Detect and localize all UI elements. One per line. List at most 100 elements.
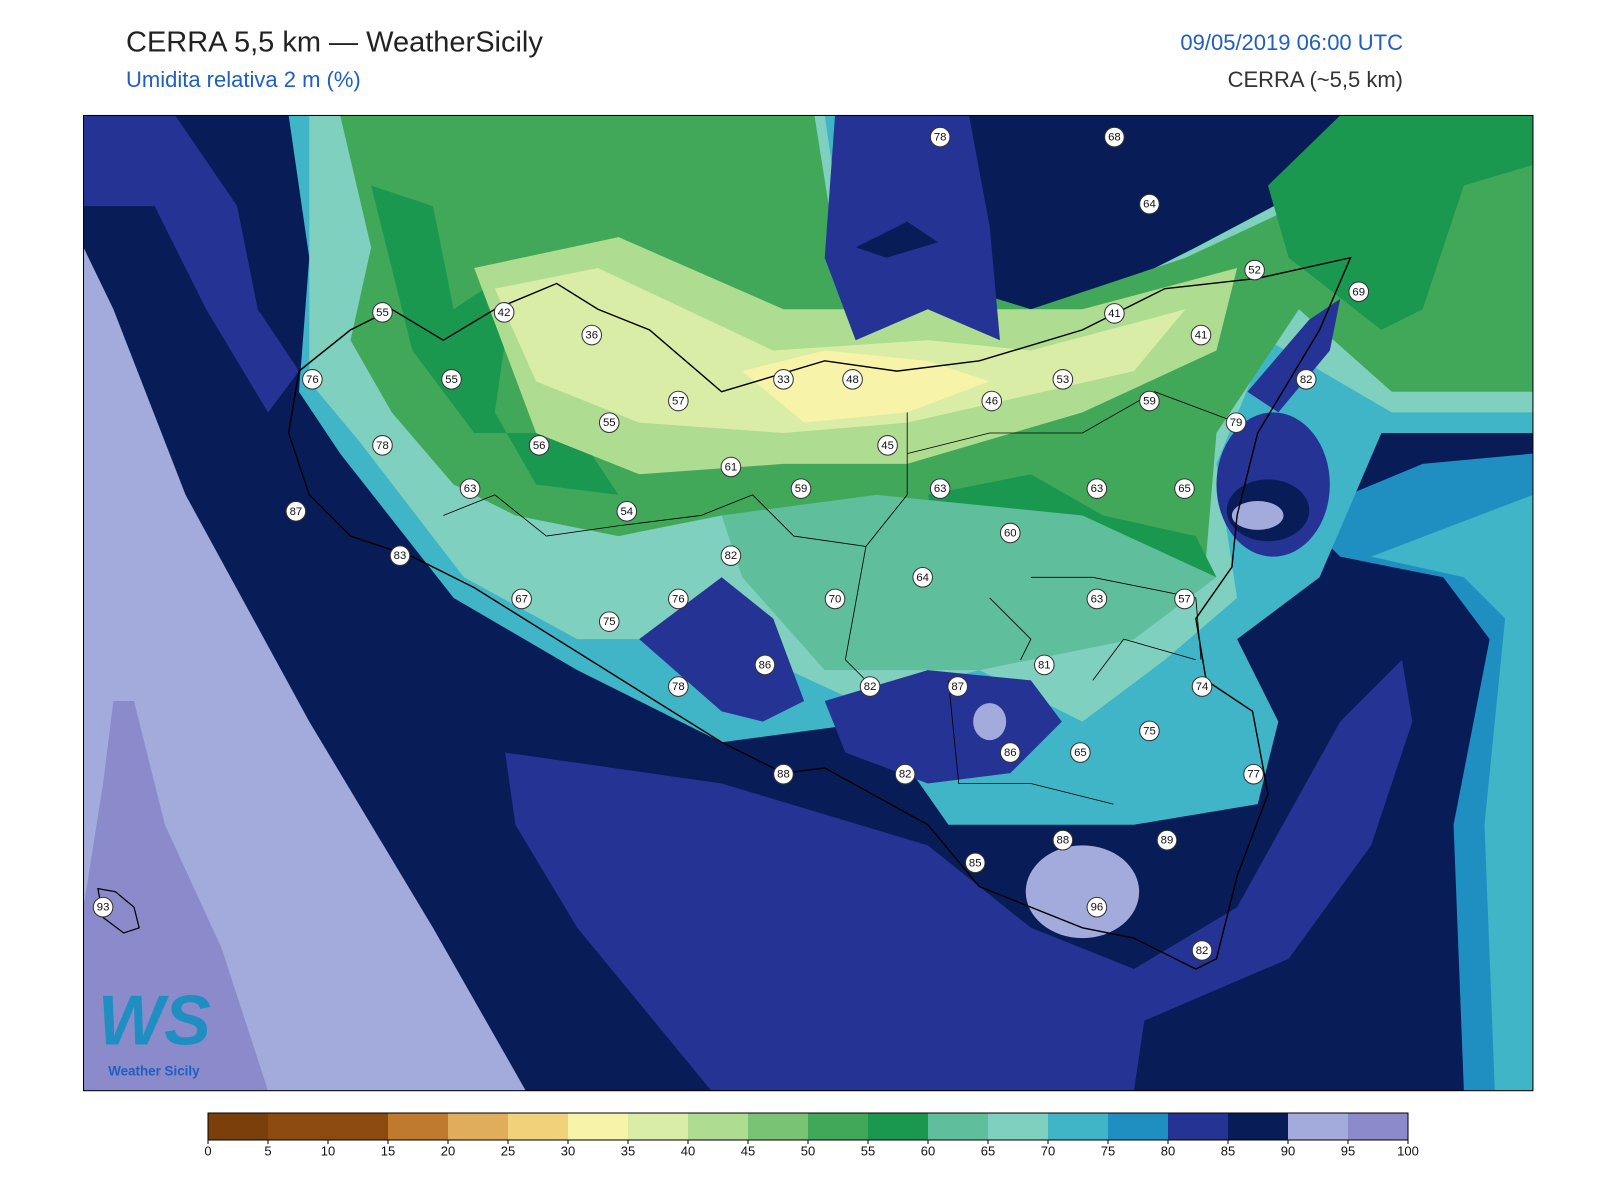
station-marker <box>754 654 776 676</box>
station-marker <box>493 302 515 323</box>
colorbar-segment <box>868 1113 928 1140</box>
station-marker <box>1174 588 1195 610</box>
station-marker <box>616 501 638 522</box>
station-value: 82 <box>1300 374 1313 386</box>
station: 60 <box>999 522 1021 544</box>
station-value: 82 <box>725 550 738 562</box>
station-value: 70 <box>829 593 842 605</box>
station-marker <box>668 588 689 610</box>
station: 45 <box>877 435 898 456</box>
station-value: 55 <box>376 307 389 319</box>
colorbar-segment <box>628 1113 688 1140</box>
station-value: 60 <box>1004 527 1017 539</box>
station-marker <box>668 390 689 412</box>
station-value: 69 <box>1352 286 1365 298</box>
map-frame <box>82 114 1534 1092</box>
station: 33 <box>773 369 794 390</box>
station: 76 <box>302 369 323 390</box>
colorbar-tick-label: 20 <box>441 1143 455 1158</box>
station-marker <box>859 676 881 697</box>
colorbar-segment <box>448 1113 508 1140</box>
station-value: 78 <box>376 440 389 452</box>
station-value: 57 <box>672 396 685 408</box>
station: 78 <box>668 676 689 697</box>
station-marker <box>92 896 114 918</box>
station-marker <box>1052 829 1074 851</box>
station-value: 88 <box>1057 835 1070 847</box>
station: 68 <box>1104 126 1125 148</box>
colorbar-tick-label: 80 <box>1161 1143 1175 1158</box>
colorbar-tick-label: 40 <box>681 1143 695 1158</box>
station-value: 86 <box>759 659 772 671</box>
station: 55 <box>372 302 393 323</box>
colorbar-segment <box>1168 1113 1228 1140</box>
colorbar-tick-label: 15 <box>381 1143 395 1158</box>
station-value: 86 <box>1004 747 1017 759</box>
station: 57 <box>668 390 689 412</box>
station-value: 76 <box>306 374 319 386</box>
station: 82 <box>1295 369 1317 390</box>
province-borders <box>443 391 1238 805</box>
station-marker <box>1070 742 1091 763</box>
station-value: 85 <box>969 857 982 869</box>
station-marker <box>598 611 620 632</box>
station: 82 <box>720 545 742 566</box>
colorbar-segment <box>388 1113 448 1140</box>
station: 53 <box>1052 369 1074 390</box>
station-marker <box>824 588 846 610</box>
colorbar-tick-label: 60 <box>921 1143 935 1158</box>
station: 82 <box>1191 940 1213 961</box>
station-marker <box>842 369 863 390</box>
station-marker <box>1086 896 1108 918</box>
station-marker <box>999 742 1021 763</box>
station-value: 77 <box>1247 769 1260 781</box>
station-value: 41 <box>1108 308 1121 320</box>
colorbar-tick-label: 25 <box>501 1143 515 1158</box>
station-marker <box>894 763 916 785</box>
colorbar-tick-label: 70 <box>1041 1143 1055 1158</box>
station-value: 63 <box>1091 593 1104 605</box>
model-label: CERRA (~5,5 km) <box>1228 67 1403 92</box>
station-value: 87 <box>951 681 964 693</box>
station: 56 <box>528 435 550 456</box>
station-marker <box>1191 676 1213 697</box>
station: 83 <box>389 545 411 566</box>
station: 54 <box>616 501 638 522</box>
station-marker <box>720 456 742 478</box>
station: 55 <box>598 412 620 433</box>
station-value: 67 <box>515 593 528 605</box>
colorbar-segment <box>1108 1113 1168 1140</box>
station-value: 83 <box>394 550 407 562</box>
colorbar: 0 5 10 15 20 25 30 35 40 45 50 55 60 65 70 75 80 85 90 95 10… <box>204 1112 1419 1158</box>
station-marker <box>929 478 951 499</box>
colorbar-segment <box>508 1113 568 1140</box>
colorbar-tick-label: 45 <box>741 1143 755 1158</box>
station: 87 <box>947 676 969 697</box>
station: 75 <box>598 611 620 632</box>
station-value: 64 <box>1143 199 1156 211</box>
station: 42 <box>493 302 515 323</box>
station-value: 53 <box>1057 374 1070 386</box>
station-marker <box>964 852 986 874</box>
station: 59 <box>1139 390 1160 412</box>
station-value: 88 <box>777 769 790 781</box>
station-value: 76 <box>672 593 685 605</box>
station-value: 68 <box>1108 132 1121 144</box>
station: 36 <box>581 324 603 346</box>
colorbar-segment <box>328 1113 388 1140</box>
title: CERRA 5,5 km — WeatherSicily <box>126 27 543 59</box>
station-value: 42 <box>498 307 511 319</box>
station: 89 <box>1156 829 1178 851</box>
station-marker <box>1191 940 1213 961</box>
logo-name: Weather Sicily <box>108 1064 200 1079</box>
station-marker <box>773 763 794 785</box>
station-value: 46 <box>985 396 998 408</box>
logo: WS Weather Sicily <box>98 981 211 1078</box>
station-value: 74 <box>1196 681 1209 693</box>
colorbar-tick-label: 65 <box>981 1143 995 1158</box>
station-value: 82 <box>864 681 877 693</box>
station: 76 <box>668 588 689 610</box>
colorbar-tick-label: 10 <box>321 1143 335 1158</box>
station: 70 <box>824 588 846 610</box>
